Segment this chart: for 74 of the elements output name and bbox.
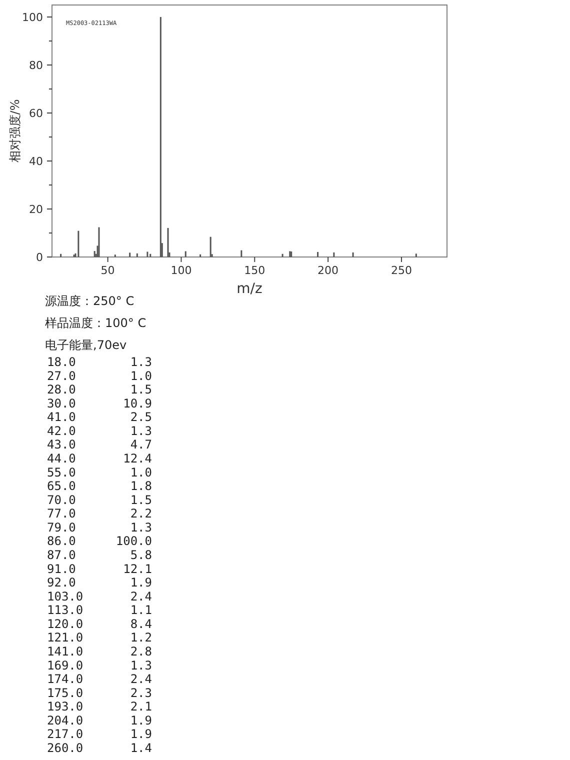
category-label: 30.0 bbox=[47, 396, 76, 410]
category-label: 141.0 bbox=[47, 644, 84, 658]
y-tick-label: 80 bbox=[29, 59, 43, 72]
category-label: 169.0 bbox=[47, 658, 84, 672]
data-label: 1.2 bbox=[130, 630, 152, 645]
category-label: 260.0 bbox=[47, 741, 84, 755]
data-label: 2.3 bbox=[130, 686, 152, 700]
data-label: 1.5 bbox=[130, 492, 152, 507]
data-label: 2.1 bbox=[130, 700, 152, 714]
data-label: 12.4 bbox=[123, 452, 152, 466]
y-tick-label: 40 bbox=[29, 155, 43, 168]
category-label: 217.0 bbox=[47, 727, 84, 742]
data-label: 1.8 bbox=[130, 479, 152, 494]
category-label: 28.0 bbox=[47, 382, 76, 397]
category-label: 86.0 bbox=[47, 534, 76, 548]
data-label: 2.4 bbox=[130, 589, 152, 604]
data-label: 1.3 bbox=[130, 658, 152, 672]
data-label: 1.9 bbox=[130, 576, 152, 590]
category-label: 174.0 bbox=[47, 672, 84, 686]
y-tick-label: 20 bbox=[29, 203, 43, 216]
category-label: 77.0 bbox=[47, 506, 76, 521]
category-label: 18.0 bbox=[47, 355, 76, 369]
x-tick-label: 150 bbox=[244, 264, 266, 277]
category-label: 87.0 bbox=[47, 548, 76, 562]
category-label: 103.0 bbox=[47, 589, 84, 604]
category-label: 55.0 bbox=[47, 465, 76, 480]
data-label: 1.4 bbox=[130, 741, 152, 755]
category-label: 65.0 bbox=[47, 479, 76, 494]
category-label: 120.0 bbox=[47, 616, 84, 631]
category-label: 121.0 bbox=[47, 630, 84, 645]
data-label: 2.2 bbox=[130, 506, 152, 521]
y-tick-label: 0 bbox=[36, 251, 43, 264]
data-label: 1.9 bbox=[130, 713, 152, 728]
category-label: 43.0 bbox=[47, 438, 76, 452]
y-axis-title: 相对强度/% bbox=[8, 99, 22, 163]
x-tick-label: 100 bbox=[170, 264, 192, 277]
data-label: 1.1 bbox=[130, 603, 152, 618]
data-label: 1.0 bbox=[130, 368, 152, 383]
text: 源温度：250° C bbox=[45, 294, 134, 308]
category-label: 92.0 bbox=[47, 576, 76, 590]
x-tick-label: 50 bbox=[100, 264, 115, 277]
y-tick-label: 60 bbox=[29, 107, 43, 120]
x-tick-label: 200 bbox=[318, 264, 339, 277]
category-label: 79.0 bbox=[47, 520, 76, 534]
text: 样品温度：100° C bbox=[45, 316, 146, 330]
category-label: 27.0 bbox=[47, 368, 76, 383]
x-tick-label: 250 bbox=[390, 264, 412, 277]
data-label: 1.9 bbox=[130, 727, 152, 742]
data-label: 4.7 bbox=[130, 438, 152, 452]
data-label: 2.8 bbox=[130, 644, 152, 658]
category-label: 70.0 bbox=[47, 492, 76, 507]
data-label: 100.0 bbox=[116, 534, 152, 548]
category-label: 175.0 bbox=[47, 686, 84, 700]
category-label: 113.0 bbox=[47, 603, 84, 618]
data-label: 10.9 bbox=[123, 396, 152, 410]
category-label: 41.0 bbox=[47, 410, 76, 424]
category-label: 193.0 bbox=[47, 700, 84, 714]
data-label: 1.0 bbox=[130, 465, 152, 480]
data-label: 2.4 bbox=[130, 672, 152, 686]
data-label: 5.8 bbox=[130, 548, 152, 562]
data-label: 8.4 bbox=[130, 616, 152, 631]
data-label: 1.3 bbox=[130, 520, 152, 534]
data-label: 1.3 bbox=[130, 424, 152, 438]
category-label: 91.0 bbox=[47, 562, 76, 576]
category-label: 204.0 bbox=[47, 713, 84, 728]
data-label: 2.5 bbox=[130, 410, 152, 424]
category-label: 42.0 bbox=[47, 424, 76, 438]
category-label: 44.0 bbox=[47, 452, 76, 466]
data-label: 1.5 bbox=[130, 382, 152, 397]
x-axis-title: m/z bbox=[236, 281, 262, 297]
data-label: 1.3 bbox=[130, 355, 152, 369]
text: 电子能量,70ev bbox=[45, 338, 127, 352]
data-label: 12.1 bbox=[123, 562, 152, 576]
y-tick-label: 100 bbox=[22, 11, 43, 24]
